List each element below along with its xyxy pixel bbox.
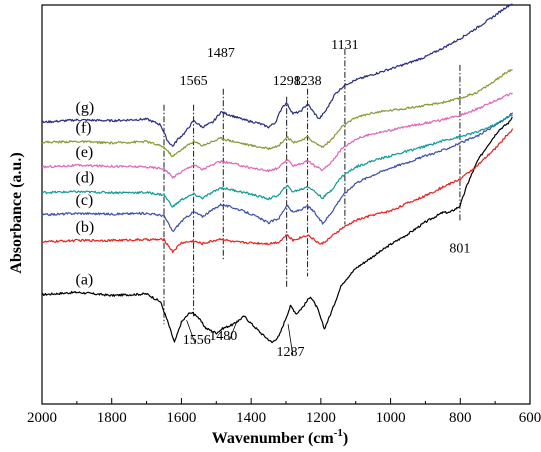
x-tick-label-1600: 1600 bbox=[166, 410, 196, 426]
peak-annotation-1287: 1287 bbox=[277, 345, 305, 360]
x-axis-ticks: 2000 1800 1600 1400 1200 1000 800 600 bbox=[27, 398, 541, 426]
x-tick-label-600: 600 bbox=[519, 410, 541, 426]
x-tick-label-1800: 1800 bbox=[97, 410, 127, 426]
curve-label-e: (e) bbox=[75, 144, 93, 161]
series-line-g bbox=[41, 3, 513, 147]
series-line-b bbox=[41, 128, 514, 253]
peak-annotation-1487: 1487 bbox=[207, 46, 235, 61]
reference-lines bbox=[163, 48, 461, 357]
curve-label-g: (g) bbox=[75, 99, 94, 116]
pointer-line-0 bbox=[186, 320, 196, 345]
curve-label-c: (c) bbox=[75, 192, 93, 209]
peak-annotation-1131: 1131 bbox=[331, 38, 358, 53]
curve-labels: (a) (b) (c) (d) (e) (f) (g) bbox=[75, 99, 94, 288]
peak-annotation-801: 801 bbox=[449, 241, 470, 256]
peak-annotation-1480: 1480 bbox=[209, 329, 237, 344]
y-axis-title: Absorbance (a.u.) bbox=[8, 152, 25, 273]
curve-label-f: (f) bbox=[75, 119, 91, 136]
series-line-a bbox=[41, 116, 513, 344]
series-line-c bbox=[41, 112, 514, 232]
x-tick-label-1400: 1400 bbox=[236, 410, 266, 426]
peak-annotation-1238: 1238 bbox=[294, 74, 322, 89]
curve-label-b: (b) bbox=[75, 219, 94, 236]
curve-label-a: (a) bbox=[75, 272, 93, 289]
x-tick-label-800: 800 bbox=[449, 410, 472, 426]
x-tick-label-1200: 1200 bbox=[306, 410, 336, 426]
series-line-f bbox=[41, 69, 513, 158]
peak-annotation-1565: 1565 bbox=[180, 74, 208, 89]
series-line-d bbox=[41, 114, 514, 208]
x-tick-label-1000: 1000 bbox=[376, 410, 406, 426]
series-line-e bbox=[41, 92, 513, 179]
peak-annotation-1556: 1556 bbox=[183, 333, 211, 348]
x-tick-label-2000: 2000 bbox=[27, 410, 57, 426]
curve-label-d: (d) bbox=[75, 170, 94, 187]
pointer-line-1 bbox=[229, 320, 238, 341]
pointer-line-2 bbox=[287, 324, 294, 357]
series-group bbox=[41, 3, 514, 344]
x-axis-title: Wavenumber (cm-1) bbox=[212, 427, 348, 447]
peak-annotation-1298: 1298 bbox=[273, 74, 301, 89]
